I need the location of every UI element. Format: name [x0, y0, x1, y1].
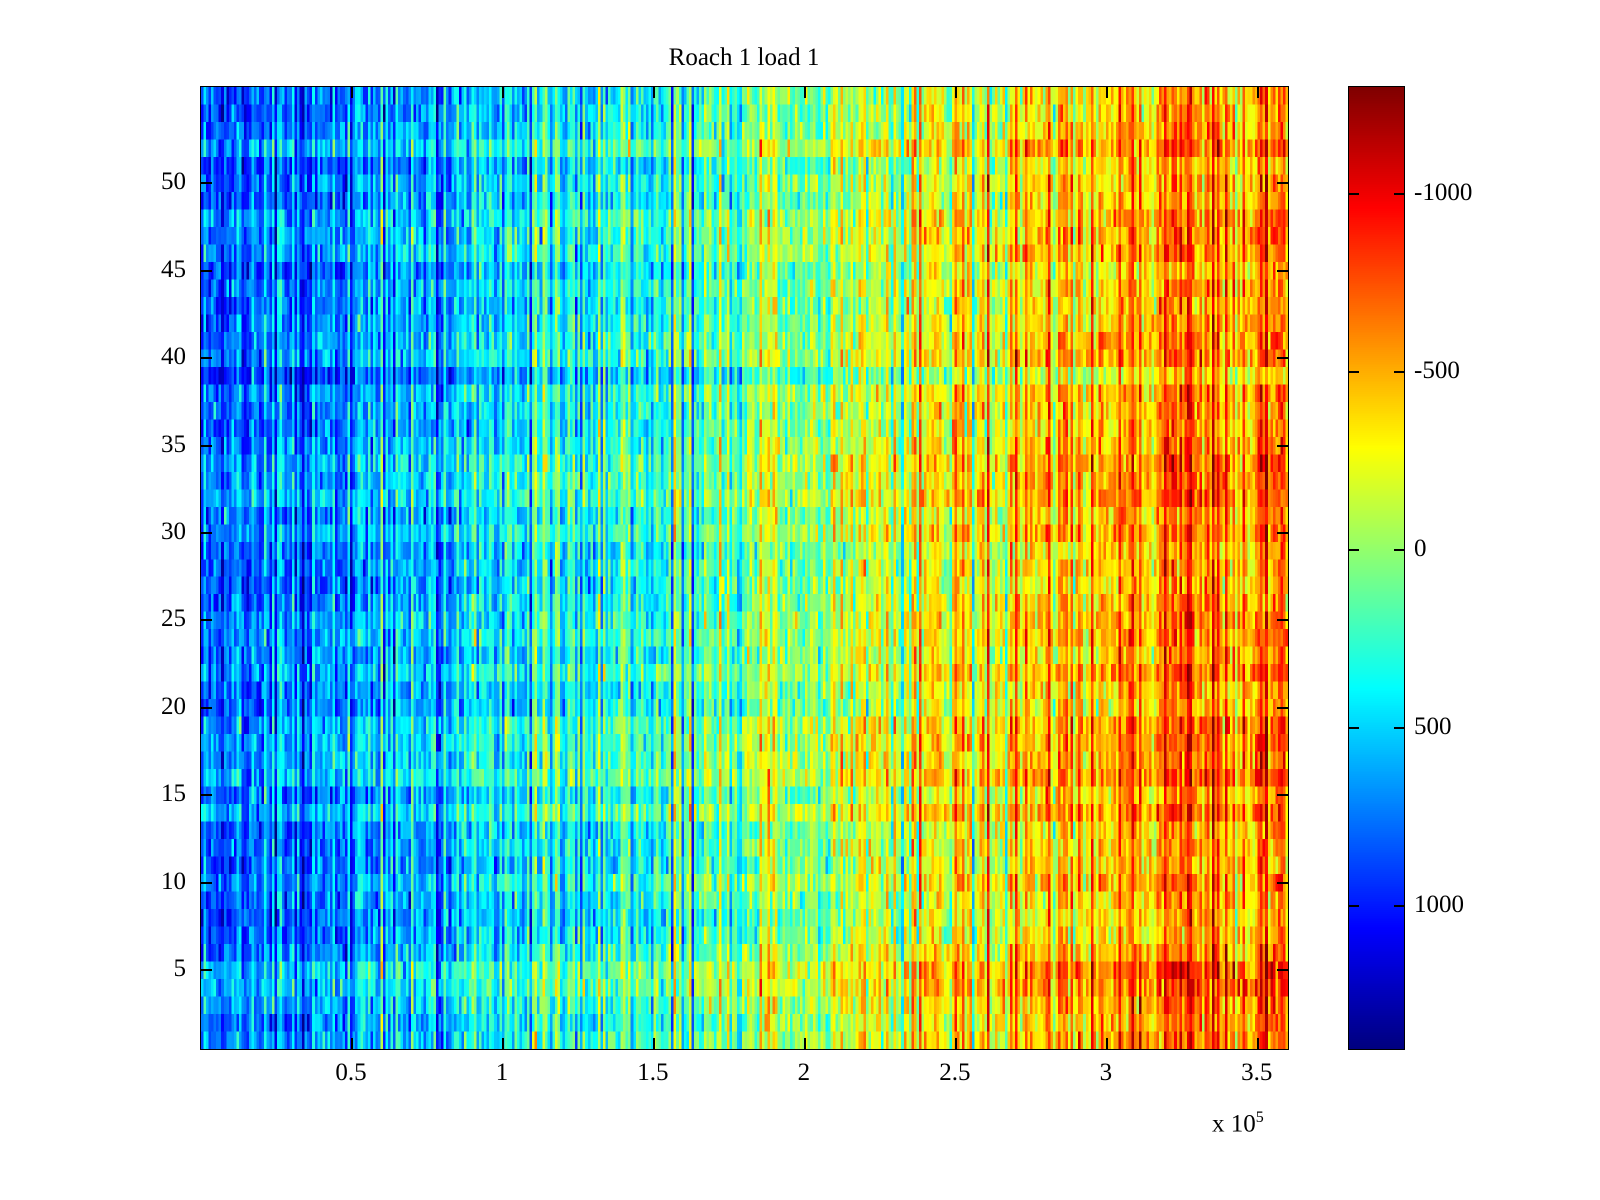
- y-tick-mark: [201, 619, 212, 622]
- x-exponent-power: 5: [1255, 1109, 1264, 1126]
- y-tick-mark: [1277, 969, 1288, 972]
- y-tick-mark: [201, 444, 212, 447]
- heatmap-image: [201, 87, 1288, 1049]
- x-tick-mark: [1256, 87, 1259, 98]
- y-tick-mark: [1277, 269, 1288, 272]
- x-tick-mark: [1256, 1038, 1259, 1049]
- y-tick-mark: [1277, 619, 1288, 622]
- colorbar-tick-mark: [1394, 905, 1404, 908]
- y-tick-mark: [1277, 182, 1288, 185]
- colorbar-tick-mark: [1394, 192, 1404, 195]
- y-tick-label: 15: [161, 780, 186, 808]
- y-tick-mark: [1277, 444, 1288, 447]
- y-tick-mark: [201, 532, 212, 535]
- page-title: Roach 1 load 1: [668, 44, 820, 71]
- y-tick-mark: [201, 269, 212, 272]
- colorbar-tick-label: 1000: [1414, 891, 1464, 919]
- y-tick-mark: [201, 969, 212, 972]
- x-tick-label: 0.5: [335, 1059, 367, 1086]
- x-tick-mark: [803, 87, 806, 98]
- x-tick-mark: [350, 87, 353, 98]
- colorbar-tick-label: 0: [1414, 535, 1427, 563]
- x-tick-label: 3: [1099, 1059, 1113, 1086]
- y-tick-label: 35: [161, 430, 186, 458]
- y-tick-mark: [1277, 357, 1288, 360]
- colorbar-tick-label: -500: [1414, 357, 1460, 385]
- x-tick-mark: [652, 1038, 655, 1049]
- x-tick-mark: [501, 1038, 504, 1049]
- colorbar-tick-label: 500: [1414, 713, 1452, 741]
- colorbar-tick-mark: [1394, 549, 1404, 552]
- colorbar[interactable]: [1348, 86, 1405, 1050]
- y-tick-label: 20: [161, 692, 186, 720]
- y-tick-mark: [201, 706, 212, 709]
- y-tick-mark: [1277, 881, 1288, 884]
- x-tick-label: 1: [495, 1059, 509, 1086]
- colorbar-tick-label: -1000: [1414, 178, 1473, 206]
- colorbar-tick-mark: [1349, 371, 1359, 374]
- heatmap-axes[interactable]: [200, 86, 1289, 1050]
- y-tick-mark: [1277, 794, 1288, 797]
- y-tick-label: 10: [161, 867, 186, 895]
- x-tick-label: 1.5: [637, 1059, 669, 1086]
- y-tick-mark: [201, 357, 212, 360]
- y-tick-label: 25: [161, 605, 186, 633]
- x-tick-mark: [1105, 1038, 1108, 1049]
- x-tick-label: 2.5: [939, 1059, 971, 1086]
- x-tick-mark: [803, 1038, 806, 1049]
- y-tick-mark: [201, 182, 212, 185]
- y-tick-label: 45: [161, 255, 186, 283]
- colorbar-gradient: [1349, 87, 1404, 1049]
- x-tick-mark: [501, 87, 504, 98]
- colorbar-tick-mark: [1349, 905, 1359, 908]
- y-tick-mark: [1277, 532, 1288, 535]
- y-tick-label: 50: [161, 168, 186, 196]
- x-tick-mark: [350, 1038, 353, 1049]
- colorbar-tick-mark: [1349, 549, 1359, 552]
- x-tick-mark: [954, 87, 957, 98]
- x-exponent-base: x 10: [1212, 1110, 1256, 1138]
- y-tick-mark: [1277, 706, 1288, 709]
- x-tick-label: 3.5: [1241, 1059, 1273, 1086]
- y-tick-mark: [201, 794, 212, 797]
- y-tick-label: 30: [161, 518, 186, 546]
- y-tick-label: 5: [173, 955, 187, 983]
- colorbar-tick-mark: [1394, 371, 1404, 374]
- x-tick-label: 2: [797, 1059, 811, 1086]
- y-tick-label: 40: [161, 343, 186, 371]
- colorbar-tick-mark: [1394, 727, 1404, 730]
- x-tick-mark: [652, 87, 655, 98]
- x-axis-exponent-label: x 105: [1212, 1105, 1264, 1137]
- x-tick-mark: [1105, 87, 1108, 98]
- y-tick-mark: [201, 881, 212, 884]
- colorbar-tick-mark: [1349, 727, 1359, 730]
- x-tick-mark: [954, 1038, 957, 1049]
- colorbar-tick-mark: [1349, 192, 1359, 195]
